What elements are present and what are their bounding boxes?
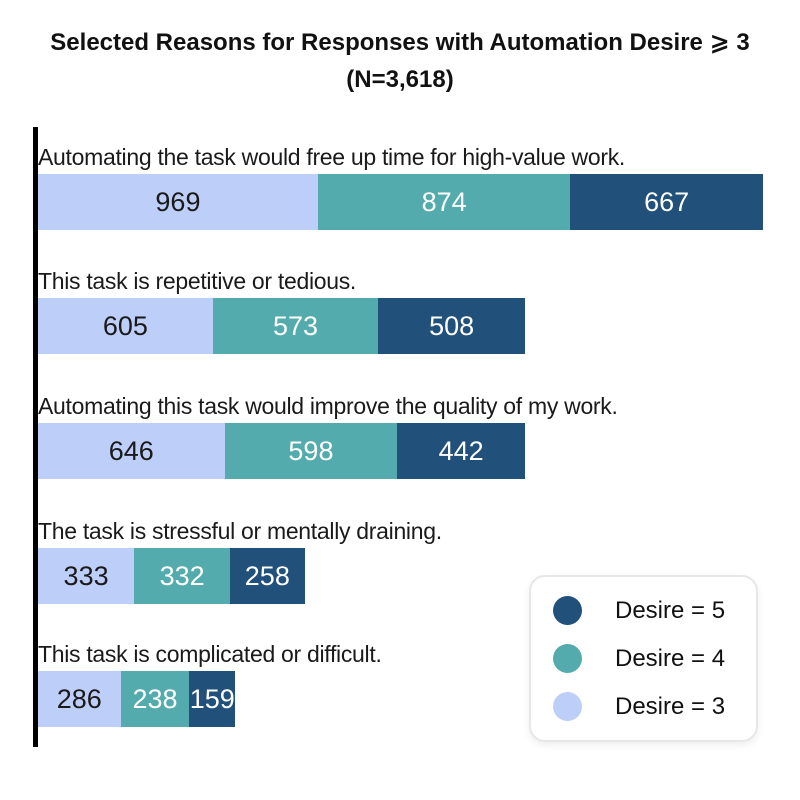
bar-segment: 442	[397, 423, 525, 479]
bar-value-label: 667	[644, 186, 690, 217]
legend-swatch-icon	[553, 644, 582, 673]
bar-segment: 646	[38, 423, 225, 479]
bar-category-label: This task is complicated or difficult.	[38, 641, 382, 667]
bar-segment: 598	[224, 423, 398, 479]
bar-value-label: 333	[63, 560, 109, 591]
legend-item-label: Desire = 5	[615, 596, 726, 624]
bar-category-label: The task is stressful or mentally draini…	[38, 518, 442, 544]
bar-value-label: 605	[102, 310, 148, 341]
legend-item: Desire = 3	[553, 692, 756, 721]
stacked-bar: 605 573 508	[38, 298, 525, 354]
bar-value-label: 159	[189, 683, 235, 714]
bar-row: This task is repetitive or tedious. 605 57…	[38, 259, 525, 354]
bar-segment: 573	[212, 298, 379, 354]
stacked-bar: 646 598 442	[38, 423, 618, 479]
stacked-bar: 333 332 258	[38, 548, 442, 604]
bar-value-label: 598	[288, 435, 334, 466]
bar-category-label: This task is repetitive or tedious.	[38, 268, 357, 294]
bar-segment: 667	[570, 174, 763, 230]
plot-area: Automating the task would free up time f…	[0, 127, 800, 800]
bar-value-label: 332	[159, 560, 205, 591]
legend-item: Desire = 5	[553, 596, 756, 625]
chart-title: Selected Reasons for Responses with Auto…	[0, 0, 800, 103]
bar-segment: 332	[134, 548, 231, 604]
bar-segment: 238	[120, 671, 190, 727]
chart-title-line2: (N=3,618)	[346, 66, 454, 93]
bar-segment: 605	[38, 298, 213, 354]
chart-title-line1: Selected Reasons for Responses with Auto…	[50, 29, 750, 56]
bar-value-label: 573	[272, 310, 319, 341]
bar-row: The task is stressful or mentally draini…	[38, 509, 442, 604]
legend-swatch-icon	[553, 692, 582, 721]
legend-item-label: Desire = 4	[615, 644, 726, 672]
bar-value-label: 286	[56, 683, 102, 714]
y-axis-line	[33, 127, 38, 747]
bar-row: This task is complicated or difficult. 28…	[38, 632, 382, 727]
bar-segment: 969	[38, 174, 318, 230]
bar-row: Automating this task would improve the q…	[38, 384, 618, 479]
bar-segment: 286	[38, 671, 121, 727]
legend-swatch-icon	[553, 596, 582, 625]
bar-value-label: 442	[438, 435, 484, 466]
bar-value-label: 646	[108, 435, 154, 466]
bar-category-label: Automating the task would free up time f…	[38, 144, 625, 170]
bar-segment: 159	[189, 671, 236, 727]
bar-value-label: 258	[244, 560, 290, 591]
bar-segment: 874	[317, 174, 571, 230]
bar-segment: 258	[230, 548, 305, 604]
legend: Desire = 5 Desire = 4 Desire = 3	[529, 575, 758, 742]
bar-segment: 508	[378, 298, 525, 354]
bar-value-label: 508	[429, 310, 475, 341]
legend-item-label: Desire = 3	[615, 692, 726, 720]
legend-item: Desire = 4	[553, 644, 756, 673]
bar-row: Automating the task would free up time f…	[38, 135, 763, 230]
bar-value-label: 874	[421, 186, 467, 217]
bar-segment: 333	[38, 548, 135, 604]
stacked-bar: 286 238 159	[38, 671, 382, 727]
stacked-bar: 969 874 667	[38, 174, 763, 230]
bar-value-label: 238	[132, 683, 178, 714]
bar-category-label: Automating this task would improve the q…	[38, 393, 618, 419]
bar-value-label: 969	[155, 186, 201, 217]
